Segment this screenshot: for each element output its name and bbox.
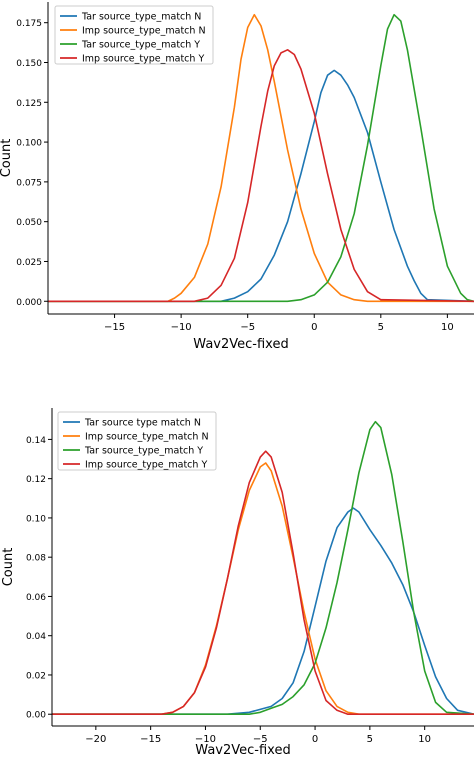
x-tick-label: 10 [441, 322, 454, 333]
series-line-2 [48, 13, 474, 303]
x-tick-label: −10 [171, 322, 192, 333]
series-line-2 [52, 420, 474, 716]
x-tick-label: 10 [418, 734, 431, 745]
legend-entry-1: Imp source_type_match N [85, 432, 209, 443]
y-tick-label: 0.100 [16, 139, 42, 149]
legend-box [57, 411, 217, 471]
series-line-3 [52, 450, 474, 716]
legend-entry-3: Imp source_type_match Y [82, 54, 204, 65]
legend-entry-1: Imp source_type_match N [82, 26, 206, 37]
y-tick-label: 0.04 [26, 632, 46, 642]
y-tick-label: 0.175 [16, 19, 42, 29]
legend-entry-0: Tar source type match N [84, 418, 201, 429]
legend-entry-0: Tar source_type_match N [81, 12, 201, 23]
x-tick-label: −5 [240, 322, 255, 333]
x-tick-label: −15 [140, 734, 161, 745]
legend-box [54, 5, 214, 65]
y-tick-label: 0.000 [16, 298, 42, 308]
y-tick-label: 0.14 [26, 436, 46, 446]
series-line-0 [48, 69, 474, 303]
x-tick-label: 0 [311, 322, 317, 333]
legend-entry-2: Tar source_type_match Y [84, 446, 203, 457]
y-tick-label: 0.08 [26, 554, 46, 564]
x-tick-label: 5 [367, 734, 373, 745]
y-tick-label: 0.00 [26, 711, 46, 721]
y-tick-label: 0.10 [26, 514, 46, 524]
legend-entry-3: Imp source_type_match Y [85, 460, 207, 471]
x-tick-label: 5 [378, 322, 384, 333]
x-tick-label: −5 [253, 734, 268, 745]
y-tick-label: 0.050 [16, 218, 42, 228]
y-tick-label: 0.075 [16, 178, 42, 188]
y-tick-label: 0.06 [26, 593, 46, 603]
series-line-0 [52, 507, 474, 716]
x-axis-label: Wav2Vec-fixed [193, 337, 288, 352]
series-line-1 [48, 13, 474, 303]
y-tick-label: 0.025 [16, 258, 42, 268]
x-tick-label: −20 [85, 734, 106, 745]
x-tick-label: −15 [104, 322, 125, 333]
series-line-3 [48, 48, 474, 303]
y-tick-label: 0.12 [26, 475, 46, 485]
y-tick-label: 0.125 [16, 99, 42, 109]
x-tick-label: −10 [195, 734, 216, 745]
x-tick-label: 0 [312, 734, 318, 745]
y-axis-label: Count [0, 139, 14, 178]
chart-bottom: −20 −15 −10 −5 0 5 10 0.00 0.02 0.04 0.06 0.08 0.10 0… [1, 408, 474, 757]
legend-entry-2: Tar source_type_match Y [81, 40, 200, 51]
x-axis-label: Wav2Vec-fixed [195, 743, 290, 757]
y-tick-label: 0.02 [26, 671, 46, 681]
chart-top: −15 −10 −5 0 5 10 0.000 0.025 0.050 0.075 0.100 0.1… [0, 2, 474, 352]
y-tick-label: 0.150 [16, 59, 42, 69]
y-axis-label: Count [1, 548, 16, 587]
